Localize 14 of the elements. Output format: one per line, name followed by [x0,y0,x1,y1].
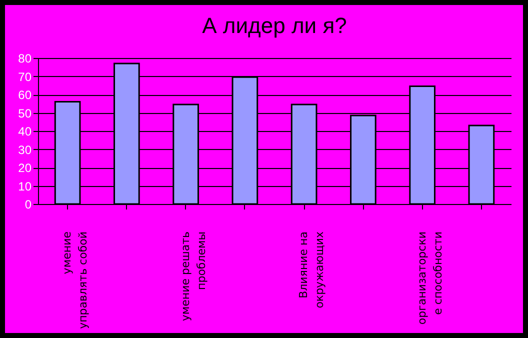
y-tick-label: 0 [24,198,32,212]
y-tick-label: 10 [18,179,32,194]
x-tick-label: организаторски е способности [415,232,444,325]
y-tick-label: 80 [18,52,32,66]
x-tick-label: умение решать проблемы [178,232,208,322]
y-tick-label: 70 [18,70,32,84]
chart-title: А лидер ли я? [202,13,347,38]
x-tick-label: умение управлять собой [60,231,90,329]
y-tick-label: 40 [18,124,32,138]
y-tick-label: 20 [18,161,32,175]
x-tick-label: Влияние на окружающих [297,231,326,308]
y-tick-label: 50 [18,106,32,120]
y-tick-label: 30 [18,142,32,157]
y-tick-label: 60 [18,88,32,102]
